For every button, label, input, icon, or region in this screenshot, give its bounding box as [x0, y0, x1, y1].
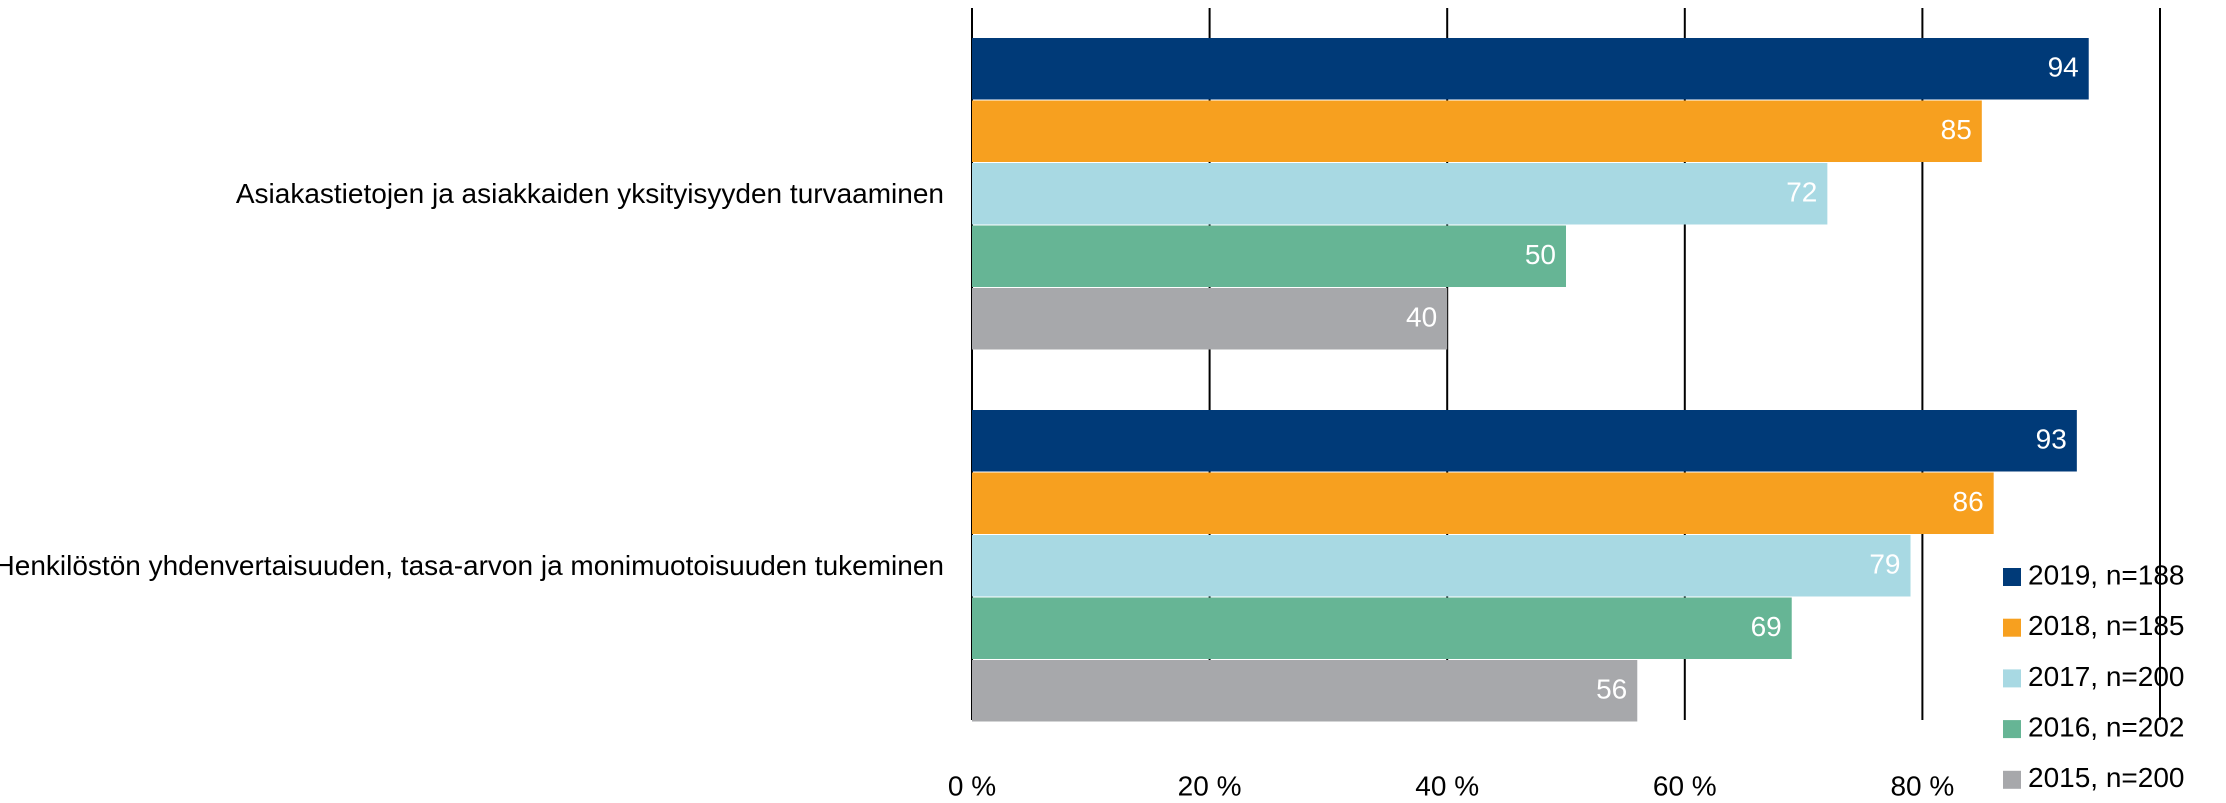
value-label: 69 [1751, 611, 1782, 642]
legend-label: 2019, n=188 [2028, 559, 2185, 590]
value-label: 86 [1953, 486, 1984, 517]
value-label: 56 [1596, 674, 1627, 705]
x-tick-label: 40 % [1415, 770, 1479, 801]
bar [972, 472, 1994, 534]
legend-swatch [2003, 770, 2021, 789]
category-text: Henkilöstön yhdenvertaisuuden, tasa-arvo… [0, 550, 944, 582]
legend-swatch [2003, 568, 2021, 586]
legend-swatch [2003, 618, 2021, 637]
bar [972, 535, 1911, 597]
value-label: 79 [1869, 549, 1900, 580]
bar [972, 288, 1448, 350]
x-tick-label: 80 % [1890, 770, 1954, 801]
bar [972, 410, 2077, 472]
category-label: Henkilöstön yhdenvertaisuuden, tasa-arvo… [0, 548, 944, 584]
bar [972, 38, 2089, 100]
bar [972, 597, 1792, 659]
legend-swatch [2003, 669, 2021, 688]
legend-label: 2018, n=185 [2028, 610, 2185, 641]
category-label: Asiakastietojen ja asiakkaiden yksityisy… [0, 176, 944, 212]
value-label: 40 [1406, 302, 1437, 333]
x-tick-label: 0 % [948, 770, 996, 801]
legend-swatch [2003, 720, 2021, 739]
value-label: 85 [1941, 114, 1972, 145]
value-label: 93 [2036, 424, 2067, 455]
legend-label: 2017, n=200 [2028, 661, 2185, 692]
category-text: Asiakastietojen ja asiakkaiden yksityisy… [235, 178, 944, 210]
bar [972, 163, 1828, 225]
legend-label: 2016, n=202 [2028, 711, 2185, 742]
value-label: 94 [2048, 52, 2079, 83]
bar [972, 100, 1982, 162]
x-tick-label: 60 % [1653, 770, 1717, 801]
legend-label: 2015, n=200 [2028, 762, 2185, 793]
value-label: 50 [1525, 239, 1556, 270]
bar [972, 225, 1566, 287]
bar [972, 660, 1638, 722]
x-tick-label: 20 % [1178, 770, 1242, 801]
value-label: 72 [1786, 177, 1817, 208]
